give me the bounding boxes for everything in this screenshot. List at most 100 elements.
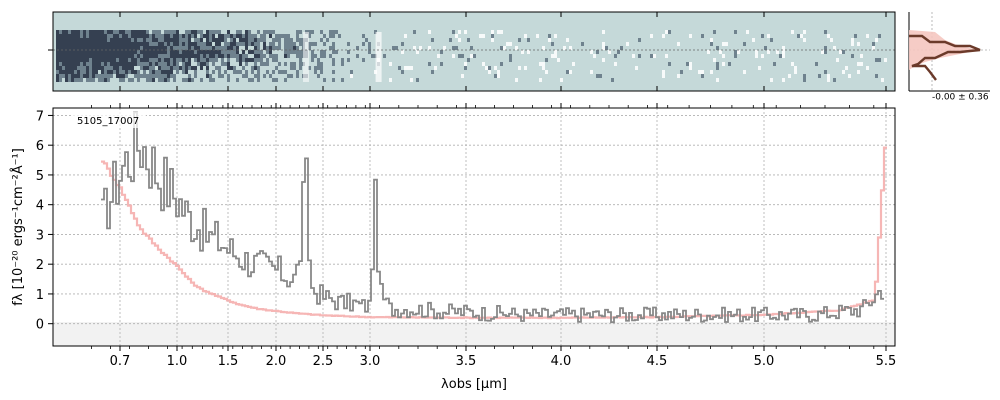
heatmap-cell xyxy=(242,74,245,78)
heatmap-cell xyxy=(602,42,605,46)
heatmap-cell xyxy=(236,58,239,62)
heatmap-cell xyxy=(233,50,236,54)
heatmap-cell xyxy=(236,78,239,82)
heatmap-cell xyxy=(122,42,125,46)
heatmap-cell xyxy=(332,46,335,50)
heatmap-cell xyxy=(179,38,182,42)
heatmap-cell xyxy=(143,74,146,78)
heatmap-cell xyxy=(701,74,704,78)
heatmap-cell xyxy=(134,46,137,50)
heatmap-cell xyxy=(191,50,194,54)
heatmap-cell xyxy=(119,46,122,50)
heatmap-cell xyxy=(716,62,719,66)
heatmap-cell xyxy=(77,34,80,38)
heatmap-cell xyxy=(320,62,323,66)
heatmap-cell xyxy=(434,66,437,70)
heatmap-cell xyxy=(149,66,152,70)
heatmap-cell xyxy=(170,34,173,38)
heatmap-cell xyxy=(239,42,242,46)
heatmap-cell xyxy=(134,30,137,34)
heatmap-cell xyxy=(236,34,239,38)
heatmap-cell xyxy=(212,54,215,58)
heatmap-cell xyxy=(707,50,710,54)
heatmap-cell xyxy=(176,38,179,42)
heatmap-cell xyxy=(86,74,89,78)
heatmap-cell xyxy=(239,62,242,66)
heatmap-cell xyxy=(131,34,134,38)
heatmap-cell xyxy=(152,38,155,42)
heatmap-cell xyxy=(107,38,110,42)
heatmap-cell xyxy=(140,34,143,38)
x-tick-label-9: 5.0 xyxy=(754,354,775,369)
heatmap-cell xyxy=(197,54,200,58)
data-spectrum-line xyxy=(101,111,884,324)
heatmap-cell xyxy=(536,34,539,38)
heatmap-cell xyxy=(464,66,467,70)
heatmap-cell xyxy=(842,50,845,54)
heatmap-cell xyxy=(110,46,113,50)
heatmap-cell xyxy=(149,38,152,42)
heatmap-cell xyxy=(173,42,176,46)
heatmap-cell xyxy=(284,46,287,50)
heatmap-cell xyxy=(218,42,221,46)
heatmap-cell xyxy=(86,34,89,38)
heatmap-cell xyxy=(242,66,245,70)
heatmap-cell xyxy=(134,34,137,38)
heatmap-cell xyxy=(86,66,89,70)
heatmap-cell xyxy=(65,78,68,82)
heatmap-cell xyxy=(203,50,206,54)
heatmap-cell xyxy=(215,58,218,62)
heatmap-cell xyxy=(65,54,68,58)
x-tick-label-7: 4.0 xyxy=(551,354,572,369)
heatmap-cell xyxy=(182,66,185,70)
heatmap-cell xyxy=(308,30,311,34)
heatmap-cell xyxy=(173,50,176,54)
heatmap-cell xyxy=(122,46,125,50)
heatmap-cell xyxy=(188,78,191,82)
heatmap-cell xyxy=(194,74,197,78)
heatmap-cell xyxy=(167,46,170,50)
heatmap-cell xyxy=(197,62,200,66)
heatmap-cell xyxy=(173,38,176,42)
y-tick-label-6: 6 xyxy=(36,139,44,154)
heatmap-cell xyxy=(263,42,266,46)
heatmap-cell xyxy=(89,78,92,82)
heatmap-cell xyxy=(239,54,242,58)
heatmap-cell xyxy=(161,58,164,62)
x-tick-label-5: 3.0 xyxy=(360,354,381,369)
heatmap-cell xyxy=(119,66,122,70)
heatmap-cell xyxy=(56,54,59,58)
heatmap-cell xyxy=(80,74,83,78)
heatmap-cell xyxy=(122,54,125,58)
heatmap-cell xyxy=(113,50,116,54)
heatmap-cell xyxy=(224,34,227,38)
heatmap-cell xyxy=(251,66,254,70)
heatmap-cell xyxy=(455,46,458,50)
heatmap-cell xyxy=(728,62,731,66)
heatmap-cell xyxy=(80,66,83,70)
heatmap-cell xyxy=(209,30,212,34)
heatmap-cell xyxy=(68,78,71,82)
heatmap-cell xyxy=(104,30,107,34)
heatmap-cell xyxy=(173,74,176,78)
heatmap-cell xyxy=(119,42,122,46)
heatmap-cell xyxy=(482,34,485,38)
heatmap-cell xyxy=(725,42,728,46)
heatmap-cell xyxy=(98,42,101,46)
heatmap-cell xyxy=(131,66,134,70)
heatmap-cell xyxy=(167,50,170,54)
heatmap-cell xyxy=(203,46,206,50)
heatmap-cell xyxy=(767,50,770,54)
heatmap-cell xyxy=(827,74,830,78)
heatmap-cell xyxy=(710,70,713,74)
heatmap-cell xyxy=(479,34,482,38)
heatmap-cell xyxy=(233,46,236,50)
heatmap-cell xyxy=(113,66,116,70)
heatmap-cell xyxy=(68,66,71,70)
heatmap-cell xyxy=(101,50,104,54)
heatmap-cell xyxy=(284,38,287,42)
heatmap-cell xyxy=(368,46,371,50)
heatmap-cell xyxy=(164,54,167,58)
heatmap-cell xyxy=(137,54,140,58)
heatmap-cell xyxy=(221,58,224,62)
